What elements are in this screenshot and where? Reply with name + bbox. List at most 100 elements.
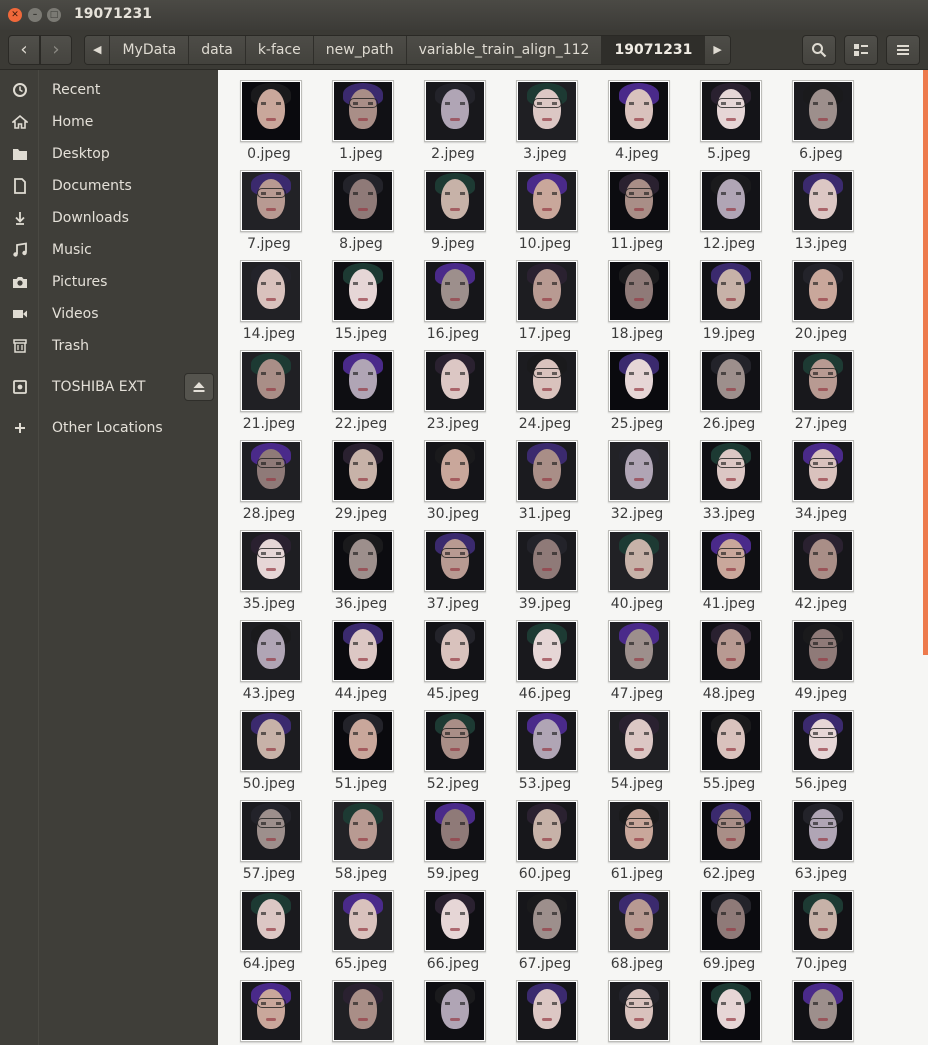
sidebar-item-other-locations[interactable]: Other Locations bbox=[0, 412, 218, 444]
file-item[interactable]: 30.jpeg bbox=[407, 432, 499, 522]
breadcrumb-item-data[interactable]: data bbox=[189, 36, 246, 64]
file-item[interactable]: 52.jpeg bbox=[407, 702, 499, 792]
file-item[interactable]: 4.jpeg bbox=[591, 72, 683, 162]
file-item[interactable]: 47.jpeg bbox=[591, 612, 683, 702]
file-item[interactable]: 41.jpeg bbox=[683, 522, 775, 612]
file-item[interactable]: 18.jpeg bbox=[591, 252, 683, 342]
forward-button[interactable]: › bbox=[40, 35, 72, 65]
file-item[interactable]: 33.jpeg bbox=[683, 432, 775, 522]
breadcrumb-item-k-face[interactable]: k-face bbox=[245, 36, 314, 64]
file-item[interactable]: 37.jpeg bbox=[407, 522, 499, 612]
file-item[interactable]: 36.jpeg bbox=[315, 522, 407, 612]
sidebar-item-recent[interactable]: Recent bbox=[0, 74, 218, 106]
file-item[interactable]: 24.jpeg bbox=[499, 342, 591, 432]
file-item[interactable]: 58.jpeg bbox=[315, 792, 407, 882]
sidebar-item-documents[interactable]: Documents bbox=[0, 170, 218, 202]
file-item[interactable]: 11.jpeg bbox=[591, 162, 683, 252]
file-item[interactable]: 69.jpeg bbox=[683, 882, 775, 972]
file-item[interactable]: 70.jpeg bbox=[775, 882, 867, 972]
file-item[interactable]: 34.jpeg bbox=[775, 432, 867, 522]
file-item[interactable]: 31.jpeg bbox=[499, 432, 591, 522]
file-item[interactable] bbox=[775, 972, 867, 1045]
file-item[interactable]: 12.jpeg bbox=[683, 162, 775, 252]
file-item[interactable]: 16.jpeg bbox=[407, 252, 499, 342]
file-item[interactable]: 65.jpeg bbox=[315, 882, 407, 972]
file-item[interactable]: 25.jpeg bbox=[591, 342, 683, 432]
sidebar-item-music[interactable]: Music bbox=[0, 234, 218, 266]
window-close-button[interactable]: ✕ bbox=[8, 8, 22, 22]
file-item[interactable]: 10.jpeg bbox=[499, 162, 591, 252]
search-button[interactable] bbox=[802, 35, 836, 65]
file-item[interactable]: 2.jpeg bbox=[407, 72, 499, 162]
breadcrumb-item-current[interactable]: 19071231 bbox=[602, 36, 706, 64]
breadcrumb-scroll-left-button[interactable]: ◀ bbox=[85, 36, 111, 64]
file-item[interactable]: 1.jpeg bbox=[315, 72, 407, 162]
file-item[interactable]: 29.jpeg bbox=[315, 432, 407, 522]
file-item[interactable]: 51.jpeg bbox=[315, 702, 407, 792]
breadcrumb-item-new-path[interactable]: new_path bbox=[313, 36, 407, 64]
file-item[interactable]: 7.jpeg bbox=[223, 162, 315, 252]
sidebar-item-home[interactable]: Home bbox=[0, 106, 218, 138]
file-item[interactable]: 45.jpeg bbox=[407, 612, 499, 702]
file-item[interactable]: 13.jpeg bbox=[775, 162, 867, 252]
file-item[interactable] bbox=[591, 972, 683, 1045]
file-item[interactable]: 15.jpeg bbox=[315, 252, 407, 342]
file-item[interactable]: 49.jpeg bbox=[775, 612, 867, 702]
file-item[interactable]: 0.jpeg bbox=[223, 72, 315, 162]
file-item[interactable]: 42.jpeg bbox=[775, 522, 867, 612]
file-item[interactable]: 60.jpeg bbox=[499, 792, 591, 882]
file-item[interactable]: 5.jpeg bbox=[683, 72, 775, 162]
file-item[interactable] bbox=[223, 972, 315, 1045]
file-item[interactable]: 57.jpeg bbox=[223, 792, 315, 882]
file-item[interactable]: 61.jpeg bbox=[591, 792, 683, 882]
file-item[interactable]: 59.jpeg bbox=[407, 792, 499, 882]
menu-button[interactable] bbox=[886, 35, 920, 65]
file-item[interactable]: 67.jpeg bbox=[499, 882, 591, 972]
file-item[interactable]: 8.jpeg bbox=[315, 162, 407, 252]
file-item[interactable] bbox=[683, 972, 775, 1045]
file-item[interactable] bbox=[499, 972, 591, 1045]
file-item[interactable]: 50.jpeg bbox=[223, 702, 315, 792]
file-item[interactable]: 17.jpeg bbox=[499, 252, 591, 342]
file-item[interactable]: 32.jpeg bbox=[591, 432, 683, 522]
breadcrumb-item-mydata[interactable]: MyData bbox=[110, 36, 190, 64]
file-item[interactable]: 26.jpeg bbox=[683, 342, 775, 432]
file-item[interactable]: 43.jpeg bbox=[223, 612, 315, 702]
file-item[interactable]: 19.jpeg bbox=[683, 252, 775, 342]
window-minimize-button[interactable]: – bbox=[28, 8, 42, 22]
file-item[interactable]: 48.jpeg bbox=[683, 612, 775, 702]
breadcrumb-item-variable-train[interactable]: variable_train_align_112 bbox=[406, 36, 603, 64]
file-item[interactable]: 20.jpeg bbox=[775, 252, 867, 342]
eject-button[interactable] bbox=[184, 373, 214, 401]
file-item[interactable]: 56.jpeg bbox=[775, 702, 867, 792]
scrollbar[interactable] bbox=[923, 70, 928, 655]
file-item[interactable]: 39.jpeg bbox=[499, 522, 591, 612]
file-item[interactable]: 23.jpeg bbox=[407, 342, 499, 432]
file-item[interactable]: 14.jpeg bbox=[223, 252, 315, 342]
file-item[interactable] bbox=[407, 972, 499, 1045]
sidebar-item-trash[interactable]: Trash bbox=[0, 330, 218, 362]
file-item[interactable]: 27.jpeg bbox=[775, 342, 867, 432]
file-item[interactable]: 40.jpeg bbox=[591, 522, 683, 612]
file-item[interactable]: 62.jpeg bbox=[683, 792, 775, 882]
file-item[interactable]: 53.jpeg bbox=[499, 702, 591, 792]
file-item[interactable]: 28.jpeg bbox=[223, 432, 315, 522]
file-item[interactable]: 9.jpeg bbox=[407, 162, 499, 252]
breadcrumb-scroll-right-button[interactable]: ▶ bbox=[705, 36, 730, 64]
file-item[interactable]: 66.jpeg bbox=[407, 882, 499, 972]
window-maximize-button[interactable]: □ bbox=[47, 8, 61, 22]
file-item[interactable]: 55.jpeg bbox=[683, 702, 775, 792]
sidebar-item-desktop[interactable]: Desktop bbox=[0, 138, 218, 170]
back-button[interactable]: ‹ bbox=[8, 35, 40, 65]
sidebar-item-videos[interactable]: Videos bbox=[0, 298, 218, 330]
sidebar-item-downloads[interactable]: Downloads bbox=[0, 202, 218, 234]
file-item[interactable]: 22.jpeg bbox=[315, 342, 407, 432]
file-item[interactable]: 6.jpeg bbox=[775, 72, 867, 162]
file-item[interactable] bbox=[315, 972, 407, 1045]
file-item[interactable]: 54.jpeg bbox=[591, 702, 683, 792]
sidebar-item-toshiba-ext[interactable]: TOSHIBA EXT bbox=[0, 371, 218, 403]
file-item[interactable]: 3.jpeg bbox=[499, 72, 591, 162]
file-item[interactable]: 64.jpeg bbox=[223, 882, 315, 972]
file-item[interactable]: 21.jpeg bbox=[223, 342, 315, 432]
file-item[interactable]: 44.jpeg bbox=[315, 612, 407, 702]
